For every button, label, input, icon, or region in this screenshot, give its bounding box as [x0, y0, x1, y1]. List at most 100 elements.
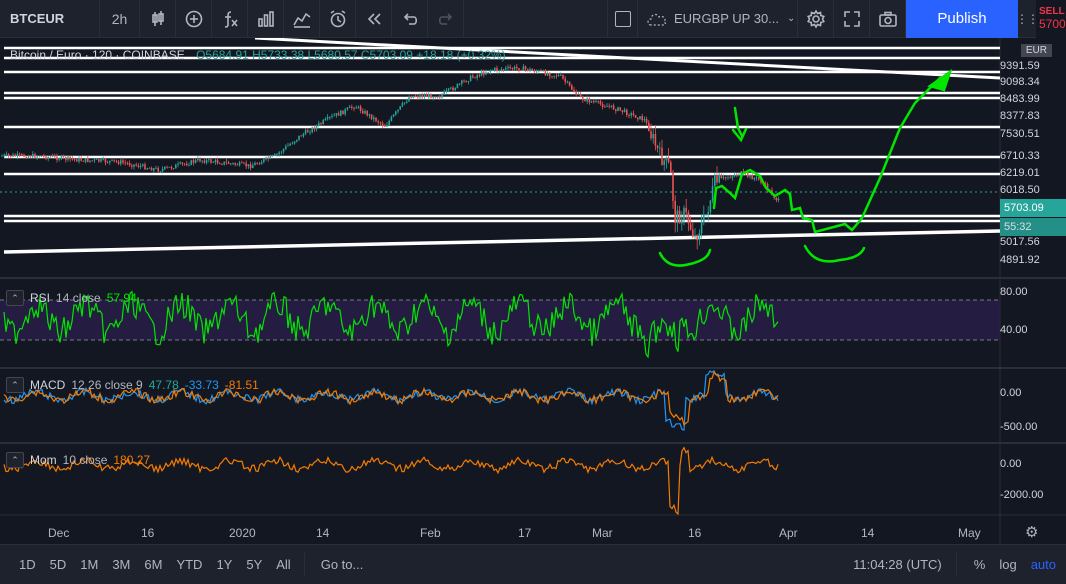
range-3m[interactable]: 3M — [112, 557, 131, 572]
replay-icon[interactable] — [356, 0, 392, 38]
candle-body — [645, 119, 648, 123]
sell-button[interactable]: SELL 5700 — [1036, 0, 1066, 38]
macd-hist-value: 47.78 — [148, 378, 179, 392]
fullscreen-icon[interactable] — [834, 0, 870, 38]
range-6m[interactable]: 6M — [144, 557, 163, 572]
templates-icon[interactable] — [284, 0, 320, 38]
descending-trendline[interactable] — [254, 38, 1001, 80]
range-ytd[interactable]: YTD — [176, 557, 203, 572]
candle-body — [344, 109, 346, 115]
compare-plus-icon[interactable] — [176, 0, 212, 38]
candle-body — [663, 160, 665, 165]
candle-body — [610, 105, 613, 107]
rsi-legend[interactable]: ⌃ RSI 14 close 57.94 — [6, 290, 137, 306]
range-5y[interactable]: 5Y — [246, 557, 263, 572]
candle-body — [474, 77, 476, 79]
candle-body — [674, 200, 676, 223]
axis-settings-gear-icon[interactable]: ⚙ — [1025, 524, 1039, 541]
candle-body — [342, 110, 344, 115]
candle-body — [381, 123, 384, 126]
candle-body — [412, 95, 415, 98]
price-tick: 5017.56 — [1000, 236, 1040, 248]
collapse-chevron-icon[interactable]: ⌃ — [6, 452, 24, 468]
candle-body — [384, 125, 386, 127]
range-1d[interactable]: 1D — [19, 557, 36, 572]
candle-body — [399, 106, 401, 110]
date-tick: 14 — [316, 526, 330, 540]
candle-body — [630, 113, 632, 116]
goto-button[interactable]: Go to... — [303, 552, 363, 577]
chart-canvas[interactable] — [0, 38, 1066, 544]
candle-body — [491, 70, 494, 71]
candle-body — [443, 91, 445, 95]
candle-body — [155, 167, 157, 169]
candle-body — [263, 159, 265, 163]
candles-icon[interactable] — [140, 0, 176, 38]
macd-signal-path — [3, 371, 779, 426]
collapse-chevron-icon[interactable]: ⌃ — [6, 377, 24, 393]
candle-body — [692, 229, 694, 237]
camera-snapshot-icon[interactable] — [870, 0, 906, 38]
candle-body — [161, 168, 164, 172]
projected-path — [712, 76, 942, 234]
candle-body — [760, 179, 762, 183]
settings-gear-icon[interactable] — [798, 0, 834, 38]
macd-legend[interactable]: ⌃ MACD 12 26 close 9 47.78 -33.73 -81.51 — [6, 377, 259, 393]
publish-button[interactable]: Publish — [906, 0, 1018, 38]
auto-toggle[interactable]: auto — [1030, 557, 1056, 572]
candle-body — [608, 106, 610, 107]
utc-clock[interactable]: 11:04:28 (UTC) — [853, 552, 957, 577]
candle-body — [210, 159, 212, 163]
candle-body — [300, 135, 302, 137]
candle-body — [513, 66, 516, 70]
financials-icon[interactable] — [248, 0, 284, 38]
range-1y[interactable]: 1Y — [216, 557, 233, 572]
rsi-path — [3, 290, 779, 359]
percent-toggle[interactable]: % — [973, 557, 986, 572]
candle-body — [729, 177, 731, 179]
alert-clock-icon[interactable] — [320, 0, 356, 38]
range-1m[interactable]: 1M — [80, 557, 99, 572]
candle-body — [54, 155, 56, 157]
candle-body — [694, 236, 696, 237]
candle-body — [322, 120, 324, 124]
candle-body — [89, 160, 91, 162]
candle-body — [139, 165, 142, 167]
candle-body — [593, 101, 595, 103]
undo-icon[interactable] — [392, 0, 428, 38]
candle-body — [643, 119, 646, 121]
candle-body — [95, 159, 98, 160]
interval-button[interactable]: 2h — [100, 0, 140, 38]
candle-body — [315, 125, 318, 130]
candle-body — [469, 75, 472, 82]
candle-body — [298, 135, 300, 140]
candle-body — [687, 212, 690, 224]
candle-body — [106, 162, 109, 164]
range-5d[interactable]: 5D — [49, 557, 67, 572]
indicators-fx-icon[interactable] — [212, 0, 248, 38]
range-all[interactable]: All — [276, 557, 291, 572]
log-toggle[interactable]: log — [999, 557, 1017, 572]
candle-body — [252, 165, 254, 169]
ascending-trendline[interactable] — [3, 229, 1001, 254]
chart-area[interactable]: Bitcoin / Euro · 120 · COINBASE O5684.91… — [0, 38, 1066, 544]
drag-handle-icon[interactable]: ⋮⋮ — [1016, 11, 1039, 26]
chevron-down-icon: ⌄ — [787, 13, 796, 24]
candle-body — [29, 156, 32, 158]
candle-body — [573, 89, 575, 93]
candle-body — [529, 68, 531, 71]
candle-body — [617, 107, 619, 111]
mom-legend[interactable]: ⌃ Mom 10 close 180.27 — [6, 452, 150, 468]
horizontal-lines[interactable] — [4, 46, 1000, 223]
layout-selector[interactable]: EURGBP UP 30... ⌄ — [638, 0, 798, 38]
green-drawings[interactable] — [658, 68, 953, 267]
fullscreen-square-icon[interactable] — [608, 0, 638, 38]
momentum-line — [3, 446, 779, 516]
candle-body — [698, 233, 701, 241]
candle-body — [203, 160, 206, 163]
candle-body — [309, 132, 311, 134]
redo-icon[interactable] — [428, 0, 464, 38]
candle-body — [241, 162, 243, 164]
symbol-search[interactable]: BTCEUR — [0, 0, 100, 38]
collapse-chevron-icon[interactable]: ⌃ — [6, 290, 24, 306]
